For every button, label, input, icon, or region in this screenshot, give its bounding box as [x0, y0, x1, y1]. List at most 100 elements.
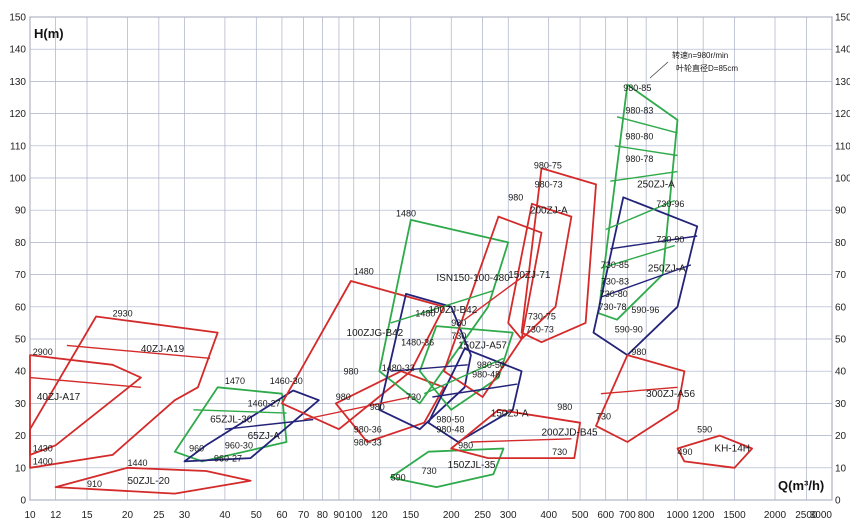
point-label: 1480-33 — [382, 363, 415, 373]
region-label: 40ZJ-A17 — [37, 392, 81, 403]
x-tick-label: 800 — [638, 510, 655, 521]
x-tick-label: 500 — [572, 510, 589, 521]
operating-line — [29, 376, 141, 388]
region-label: 300ZJ-A56 — [646, 389, 695, 400]
pump-region — [173, 386, 288, 463]
point-label: 1460-27 — [248, 399, 281, 409]
x-tick-label: 1000 — [666, 510, 689, 521]
point-label: 1400 — [33, 457, 53, 467]
operating-line — [614, 145, 678, 157]
point-label: 1480 — [415, 308, 435, 318]
operating-line — [303, 396, 411, 421]
point-label: 2900 — [33, 347, 53, 357]
point-label: 730-78 — [598, 302, 626, 312]
region-label: 100ZJG-B42 — [347, 328, 404, 339]
region-label: ISN150-100-480 — [436, 273, 510, 284]
point-label: 980-50 — [477, 360, 505, 370]
x-tick-label: 15 — [81, 510, 93, 521]
x-tick-label: 3000 — [810, 510, 833, 521]
point-label: 980-83 — [625, 106, 653, 116]
region-label: 150ZJ-71 — [508, 270, 551, 281]
point-label: 960-30 — [225, 440, 253, 450]
impeller-annotation: 叶轮直径D=85cm — [676, 63, 738, 73]
y-tick-label-right: 70 — [835, 270, 847, 281]
point-label: 980 — [451, 318, 466, 328]
pump-region — [520, 167, 597, 344]
y-tick-label-right: 130 — [835, 77, 850, 88]
point-label: 960-27 — [214, 453, 242, 463]
operating-line — [600, 244, 675, 269]
x-tick-label: 2500 — [795, 510, 818, 521]
x-tick-label: 300 — [500, 510, 517, 521]
x-tick-label: 200 — [443, 510, 460, 521]
x-tick-label: 150 — [402, 510, 419, 521]
operating-line — [423, 357, 504, 395]
operating-lines — [29, 116, 698, 443]
point-label: 980-36 — [354, 424, 382, 434]
region-labels: 40ZJ-A17 40ZJ-A19 50ZJL-20 65ZJL-30 65ZJ-A 10… — [37, 180, 750, 487]
point-label: 980 — [370, 402, 385, 412]
point-label: 980-50 — [436, 415, 464, 425]
y-tick-label-right: 20 — [835, 431, 847, 442]
pump-region — [378, 218, 510, 405]
region-label: 50ZJL-20 — [127, 476, 170, 487]
x-tick-label: 50 — [251, 510, 263, 521]
point-label: 980-33 — [354, 437, 382, 447]
pump-region — [418, 325, 514, 411]
y-tick-label-right: 100 — [835, 174, 850, 185]
region-label: 150ZJ-A57 — [458, 341, 507, 352]
x-tick-label: 20 — [122, 510, 134, 521]
point-label: 730 — [406, 392, 421, 402]
x-tick-label: 250 — [474, 510, 491, 521]
point-label: 490 — [678, 447, 693, 457]
point-label: 980-48 — [472, 370, 500, 380]
y-tick-label-right: 40 — [835, 367, 847, 378]
y-tick-label-left: 70 — [15, 270, 27, 281]
y-tick-label-left: 90 — [15, 206, 27, 217]
point-label: 1430 — [33, 444, 53, 454]
pump-region — [597, 83, 679, 321]
point-label: 730-96 — [656, 199, 684, 209]
x-tick-label: 120 — [371, 510, 388, 521]
y-tick-label-left: 140 — [9, 45, 26, 56]
point-label: 730-85 — [601, 260, 629, 270]
pump-region — [443, 215, 543, 398]
y-tick-label-left: 80 — [15, 238, 27, 249]
point-label: 1480 — [354, 267, 374, 277]
region-label: KH-14H — [714, 444, 750, 455]
operating-line — [616, 116, 678, 134]
point-label: 980-80 — [625, 131, 653, 141]
y-tick-label-right: 120 — [835, 109, 850, 120]
point-label: 1480-36 — [401, 337, 434, 347]
y-tick-label-right: 90 — [835, 206, 847, 217]
point-label: 730 — [422, 466, 437, 476]
point-label: 730-75 — [528, 312, 556, 322]
point-label: 730-83 — [601, 276, 629, 286]
y-tick-label-right: 50 — [835, 335, 847, 346]
y-tick-label-left: 10 — [15, 463, 27, 474]
y-tick-label-left: 150 — [9, 13, 26, 24]
point-label: 730 — [451, 331, 466, 341]
y-tick-label-left: 110 — [10, 141, 26, 152]
pump-region — [450, 408, 581, 460]
y-tick-label-left: 30 — [15, 399, 27, 410]
pump-region — [595, 354, 686, 443]
pump-region — [29, 315, 219, 469]
region-label: 150ZJ-A — [491, 408, 529, 419]
x-tick-label: 700 — [619, 510, 636, 521]
region-label: 100ZJ-B42 — [428, 305, 477, 316]
operating-line — [390, 290, 494, 324]
operating-line — [600, 264, 692, 298]
x-tick-label: 10 — [24, 510, 36, 521]
x-tick-label: 600 — [597, 510, 614, 521]
operating-line — [193, 409, 287, 414]
y-tick-label-left: 60 — [15, 302, 27, 313]
region-label: 200ZJD-B45 — [541, 428, 598, 439]
y-tick-label-right: 10 — [835, 463, 847, 474]
x-axis-title: Q(m³/h) — [778, 478, 824, 493]
operating-line — [432, 383, 518, 398]
point-label: 730-80 — [600, 289, 628, 299]
pump-region — [507, 202, 573, 340]
point-label: 980 — [458, 440, 473, 450]
